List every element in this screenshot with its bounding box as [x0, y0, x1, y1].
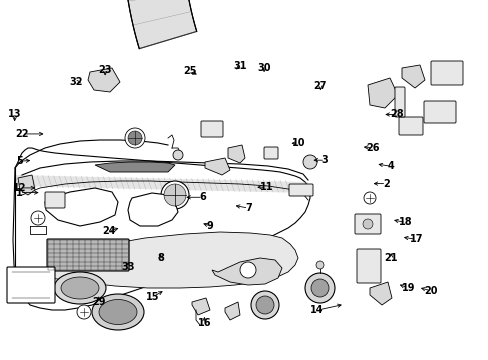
Polygon shape: [128, 193, 178, 226]
Ellipse shape: [54, 272, 106, 304]
Circle shape: [250, 291, 279, 319]
Ellipse shape: [92, 294, 143, 330]
Text: 25: 25: [183, 66, 196, 76]
Text: 31: 31: [233, 60, 247, 71]
Text: 9: 9: [206, 221, 213, 231]
Polygon shape: [45, 188, 118, 226]
Polygon shape: [28, 232, 297, 288]
Text: 7: 7: [244, 203, 251, 213]
FancyBboxPatch shape: [288, 184, 312, 196]
Polygon shape: [369, 282, 391, 305]
FancyBboxPatch shape: [45, 192, 65, 208]
Text: 17: 17: [409, 234, 423, 244]
Polygon shape: [224, 302, 240, 320]
Circle shape: [163, 184, 185, 206]
Text: 11: 11: [259, 182, 273, 192]
Circle shape: [31, 211, 45, 225]
FancyBboxPatch shape: [394, 87, 404, 117]
Circle shape: [362, 219, 372, 229]
Circle shape: [256, 296, 273, 314]
Polygon shape: [204, 158, 229, 175]
FancyBboxPatch shape: [356, 249, 380, 283]
FancyBboxPatch shape: [430, 61, 462, 85]
Polygon shape: [367, 78, 397, 108]
FancyBboxPatch shape: [354, 214, 380, 234]
Text: 4: 4: [387, 161, 394, 171]
Text: 26: 26: [365, 143, 379, 153]
Text: 10: 10: [291, 138, 305, 148]
Text: 13: 13: [8, 109, 21, 120]
Polygon shape: [123, 0, 413, 49]
Text: 12: 12: [13, 183, 26, 193]
Polygon shape: [95, 162, 175, 172]
Circle shape: [303, 155, 316, 169]
Circle shape: [310, 279, 328, 297]
Circle shape: [125, 128, 145, 148]
FancyBboxPatch shape: [398, 117, 422, 135]
Circle shape: [315, 261, 324, 269]
Polygon shape: [401, 65, 424, 88]
Text: 27: 27: [313, 81, 326, 91]
Circle shape: [128, 131, 142, 145]
Polygon shape: [88, 68, 120, 92]
FancyBboxPatch shape: [47, 239, 129, 271]
Text: 33: 33: [121, 262, 135, 272]
Polygon shape: [192, 298, 209, 315]
Circle shape: [363, 192, 375, 204]
Text: 8: 8: [157, 253, 163, 264]
Text: 20: 20: [424, 286, 437, 296]
Text: 32: 32: [69, 77, 82, 87]
Text: 15: 15: [145, 292, 159, 302]
Circle shape: [77, 305, 91, 319]
FancyBboxPatch shape: [7, 267, 55, 303]
Polygon shape: [227, 145, 244, 163]
Polygon shape: [18, 175, 35, 195]
Text: 1: 1: [16, 188, 23, 198]
Text: 5: 5: [16, 156, 23, 166]
Ellipse shape: [61, 277, 99, 299]
Polygon shape: [13, 148, 309, 310]
Text: 22: 22: [15, 129, 29, 139]
Text: 18: 18: [398, 217, 412, 228]
Text: 14: 14: [309, 305, 323, 315]
FancyBboxPatch shape: [264, 147, 278, 159]
Ellipse shape: [99, 300, 137, 324]
Circle shape: [173, 150, 183, 160]
Text: 28: 28: [389, 109, 403, 120]
Circle shape: [161, 181, 189, 209]
Polygon shape: [15, 175, 307, 193]
Text: 16: 16: [197, 318, 211, 328]
Text: 24: 24: [102, 226, 115, 236]
Polygon shape: [212, 258, 282, 285]
FancyBboxPatch shape: [201, 121, 223, 137]
Text: 21: 21: [384, 253, 397, 264]
Circle shape: [305, 273, 334, 303]
Text: 19: 19: [401, 283, 414, 293]
Text: 2: 2: [382, 179, 389, 189]
Text: 23: 23: [98, 65, 112, 75]
Text: 29: 29: [92, 297, 105, 307]
FancyBboxPatch shape: [423, 101, 455, 123]
Circle shape: [240, 262, 256, 278]
Text: 6: 6: [199, 192, 206, 202]
Text: 30: 30: [257, 63, 270, 73]
Text: 3: 3: [321, 155, 328, 165]
